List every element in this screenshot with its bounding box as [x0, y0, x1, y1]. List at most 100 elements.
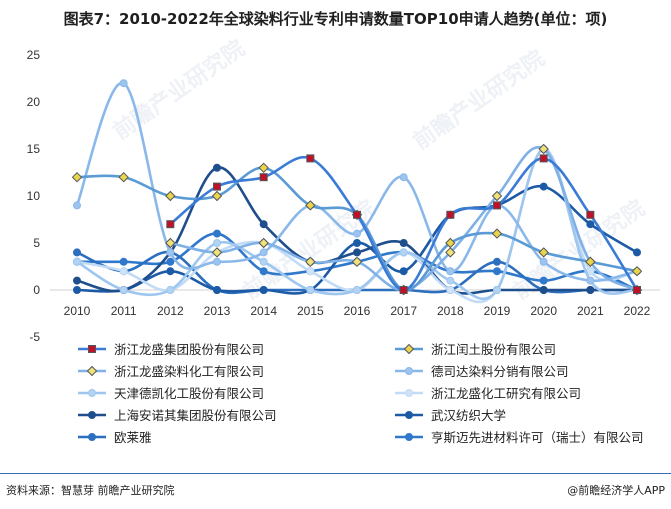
data-point [539, 257, 548, 266]
data-point [586, 220, 595, 229]
legend-label: 亨斯迈先进材料许可（瑞士）有限公司 [431, 430, 644, 445]
data-point [165, 237, 176, 249]
data-point [259, 173, 268, 182]
y-tick-label: 15 [27, 142, 41, 156]
legend-label: 浙江龙盛集团股份有限公司 [114, 342, 264, 357]
legend-label: 浙江龙盛染料化工有限公司 [114, 364, 264, 379]
legend-item: 浙江闰土股份有限公司 [395, 342, 556, 357]
x-tick-label: 2013 [204, 304, 231, 318]
legend-item: 浙江龙盛化工研究有限公司 [395, 386, 581, 401]
data-point [259, 267, 268, 276]
data-point [633, 286, 641, 294]
x-tick-label: 2012 [157, 304, 184, 318]
legend-marker [88, 411, 96, 419]
data-point [259, 257, 268, 266]
legend-label: 上海安诺其集团股份有限公司 [114, 408, 277, 423]
data-point [118, 171, 129, 183]
x-tick-label: 2018 [437, 304, 464, 318]
legend-marker [405, 389, 413, 397]
data-point [353, 229, 361, 238]
x-axis: 2010 2011 2012 2013 2014 2015 2016 2017 2018 2019… [50, 289, 660, 318]
data-point [119, 286, 128, 294]
data-point [259, 286, 268, 294]
footer-divider [0, 473, 671, 474]
legend-label: 浙江闰土股份有限公司 [431, 342, 556, 357]
legend-marker [88, 433, 96, 441]
data-point [166, 220, 175, 229]
chart-title: 图表7：2010-2022年全球染料行业专利申请数量TOP10申请人趋势(单位：… [63, 10, 608, 28]
legend-marker [86, 365, 98, 377]
data-point [73, 248, 81, 257]
data-point [213, 163, 221, 172]
data-point [119, 267, 128, 276]
data-point [493, 286, 501, 294]
data-point [353, 239, 361, 247]
legend-label: 天津德凯化工股份有限公司 [114, 386, 264, 401]
data-point [258, 237, 269, 249]
legend-item: 浙江龙盛集团股份有限公司 [78, 342, 264, 357]
data-point [353, 286, 361, 294]
plot-area [71, 79, 643, 304]
y-tick-label: 20 [27, 95, 41, 109]
data-point [211, 190, 223, 202]
data-point [539, 276, 548, 285]
legend-item: 欧莱雅 [78, 430, 152, 445]
data-point [399, 248, 408, 257]
data-point [539, 182, 548, 191]
data-point [166, 257, 175, 266]
legend-item: 浙江龙盛染料化工有限公司 [78, 364, 264, 379]
data-point [586, 286, 595, 294]
data-point [73, 286, 81, 294]
data-point [538, 247, 549, 258]
data-point [306, 286, 315, 294]
data-point [73, 257, 81, 266]
legend-marker [88, 345, 96, 353]
data-point [73, 276, 81, 285]
x-tick-label: 2022 [624, 304, 651, 318]
data-point [493, 257, 501, 266]
data-point [259, 220, 268, 229]
y-axis: -5 0 5 10 15 20 25 [27, 48, 41, 344]
x-tick-label: 2015 [297, 304, 324, 318]
data-point [305, 200, 316, 211]
legend-item: 德司达染料分销有限公司 [395, 364, 569, 379]
data-point [399, 173, 408, 182]
data-point [491, 190, 503, 202]
data-point [446, 210, 455, 219]
data-point [258, 162, 269, 174]
x-tick-label: 2019 [484, 304, 511, 318]
data-point [71, 171, 83, 183]
x-tick-label: 2016 [344, 304, 371, 318]
data-point [119, 257, 128, 266]
data-point [119, 79, 128, 88]
legend-item: 天津德凯化工股份有限公司 [78, 386, 264, 401]
legend-item: 上海安诺其集团股份有限公司 [78, 408, 277, 423]
data-point [306, 154, 315, 163]
data-point [399, 239, 408, 247]
legend-marker [403, 343, 415, 355]
legend-marker [405, 411, 413, 419]
data-point [445, 237, 456, 249]
legend-label: 欧莱雅 [114, 430, 152, 445]
series-1 [166, 154, 641, 294]
data-point [538, 143, 549, 155]
data-point [306, 267, 315, 276]
brand-credit: @前瞻经济学人APP [567, 484, 665, 497]
data-point [305, 256, 316, 268]
x-tick-label: 2017 [390, 304, 417, 318]
data-point [446, 286, 455, 294]
x-tick-label: 2011 [111, 304, 137, 318]
data-point [539, 154, 548, 163]
x-tick-label: 2021 [577, 304, 604, 318]
legend-label: 武汉纺织大学 [431, 408, 506, 423]
data-point [73, 201, 81, 210]
series-line [75, 81, 638, 283]
data-point [446, 267, 455, 276]
data-point [539, 286, 548, 294]
data-point [631, 265, 643, 277]
data-point [166, 248, 175, 257]
x-tick-label: 2014 [250, 304, 277, 318]
data-point [259, 248, 268, 257]
data-point [213, 286, 221, 294]
